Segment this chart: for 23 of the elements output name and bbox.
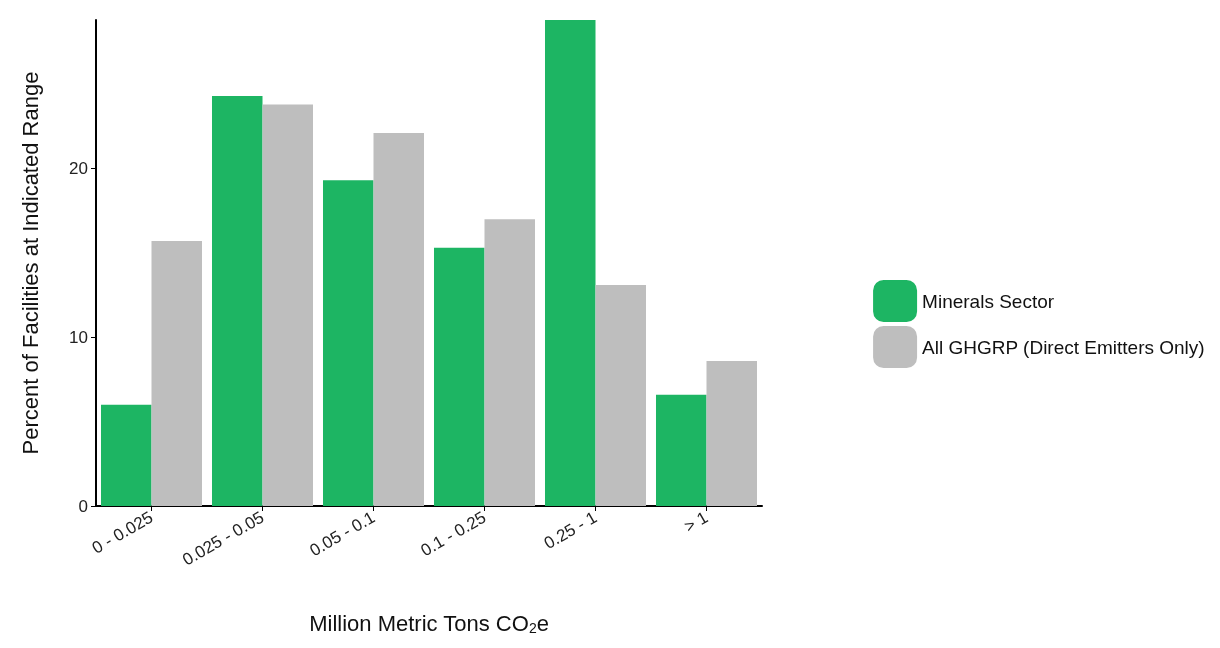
x-axis-title: Million Metric Tons CO2e <box>309 610 550 636</box>
bar <box>656 394 707 506</box>
x-tick-label: > 1 <box>680 507 712 537</box>
legend-label: Minerals Sector <box>922 290 1055 312</box>
y-tick-label: 20 <box>69 159 88 178</box>
bar <box>373 133 425 506</box>
y-tick-label: 0 <box>78 496 88 516</box>
bar <box>706 360 758 506</box>
y-tick-label: 10 <box>69 327 88 347</box>
legend-label: All GHGRP (Direct Emitters Only) <box>922 336 1205 358</box>
bar <box>262 104 314 506</box>
bar <box>434 247 485 506</box>
bar <box>323 180 374 506</box>
x-tick-label: 0.1 - 0.25 <box>417 507 490 561</box>
bar <box>595 284 647 506</box>
bar <box>212 95 263 506</box>
bar <box>484 219 536 506</box>
x-tick-label: 0.05 - 0.1 <box>306 507 379 561</box>
bar <box>545 20 596 506</box>
bar <box>151 241 203 506</box>
bar <box>101 404 152 506</box>
x-tick-label: 0.25 - 1 <box>540 507 601 554</box>
y-axis-title: Percent of Facilities at Indicated Range <box>17 71 43 455</box>
